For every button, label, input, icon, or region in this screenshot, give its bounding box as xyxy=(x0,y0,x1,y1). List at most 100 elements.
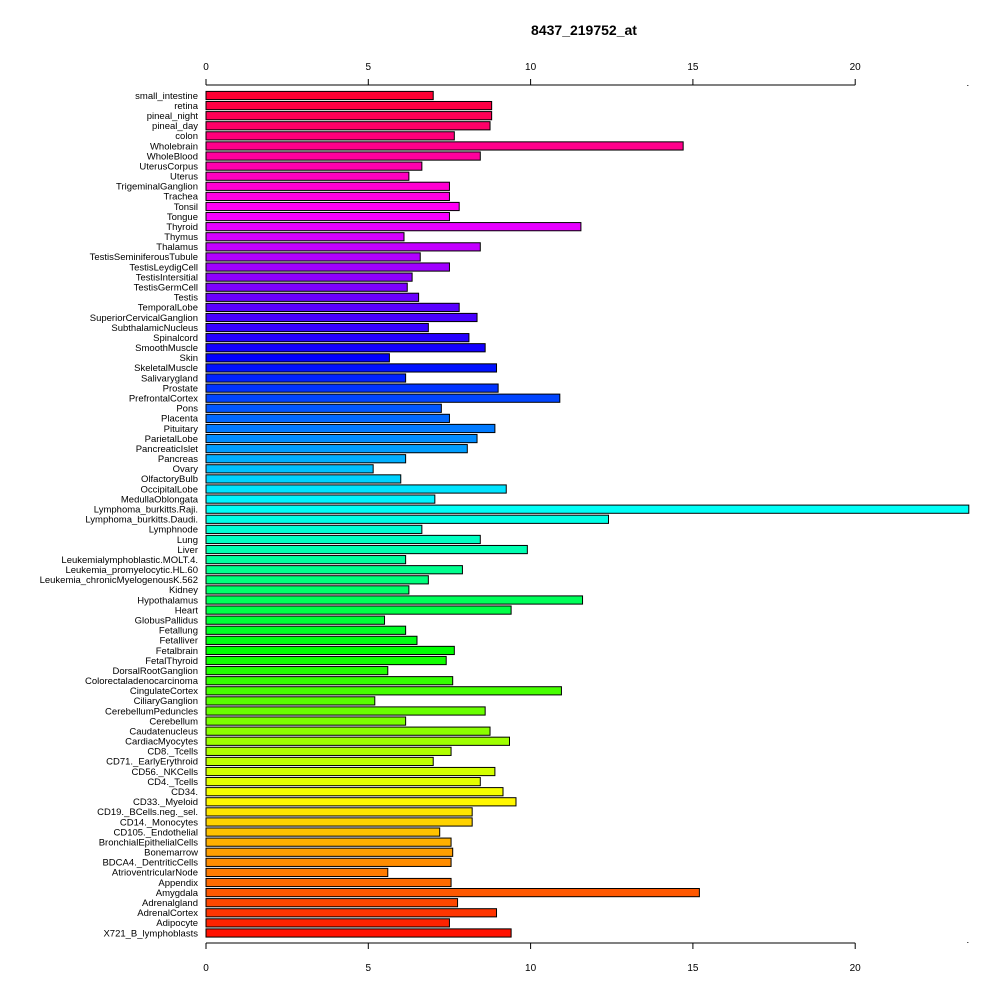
category-label-6: WholeBlood xyxy=(147,151,198,162)
bar-61 xyxy=(205,706,486,716)
category-label-4: colon xyxy=(175,131,198,142)
category-label-21: TemporalLobe xyxy=(138,303,198,314)
bar-25 xyxy=(205,343,486,353)
category-label-58: Colorectaladenocarcinoma xyxy=(85,676,199,687)
top-axis: 0 5 10 15 20 xyxy=(203,62,969,86)
bar-5 xyxy=(205,141,684,151)
bar-42 xyxy=(205,514,609,524)
bar-53 xyxy=(205,625,407,635)
category-label-61: CerebellumPeduncles xyxy=(105,706,198,717)
bar-44 xyxy=(205,534,481,545)
category-label-72: CD14._Monocytes xyxy=(120,817,198,828)
bar-39 xyxy=(205,484,507,494)
bar-22 xyxy=(205,312,478,323)
category-label-2: pineal_night xyxy=(147,111,199,122)
bar-16 xyxy=(205,252,421,262)
category-label-59: CingulateCortex xyxy=(130,686,198,697)
bar-27 xyxy=(205,363,498,373)
category-label-22: SuperiorCervicalGanglion xyxy=(90,313,198,324)
bar-55 xyxy=(205,645,455,656)
bar-6 xyxy=(205,151,481,161)
category-label-80: Adrenalgland xyxy=(142,898,198,909)
bar-58 xyxy=(205,676,454,686)
bar-41 xyxy=(205,504,970,514)
bar-14 xyxy=(205,232,405,242)
category-label-14: Thymus xyxy=(164,232,198,243)
bar-73 xyxy=(205,827,441,837)
bar-54 xyxy=(205,635,418,645)
category-label-23: SubthalamicNucleus xyxy=(111,323,198,334)
bar-46 xyxy=(205,555,407,565)
category-label-78: Appendix xyxy=(158,878,198,889)
bar-63 xyxy=(205,726,491,736)
category-label-18: TestisIntersitial xyxy=(136,272,198,283)
category-label-12: Tongue xyxy=(167,212,198,223)
bar-64 xyxy=(205,736,510,746)
bar-34 xyxy=(205,433,478,444)
category-label-33: Pituitary xyxy=(164,424,199,435)
bar-82 xyxy=(205,918,450,928)
category-labels: small_intestineretinapineal_nightpineal_… xyxy=(40,91,199,939)
tick-label-5: 5 xyxy=(366,62,372,73)
category-label-26: Skin xyxy=(180,353,198,364)
category-label-54: Fetalliver xyxy=(159,636,198,647)
category-label-45: Liver xyxy=(177,545,198,556)
bar-12 xyxy=(205,211,450,222)
category-label-31: Pons xyxy=(176,404,198,415)
bar-47 xyxy=(205,565,463,575)
category-label-15: Thalamus xyxy=(156,242,198,253)
bar-23 xyxy=(205,322,429,333)
category-label-42: Lymphoma_burkitts.Daudi. xyxy=(85,515,198,526)
category-label-11: Tonsil xyxy=(174,202,198,213)
category-label-56: FetalThyroid xyxy=(145,656,198,667)
category-label-7: UterusCorpus xyxy=(139,161,198,172)
category-label-70: CD33._Myeloid xyxy=(133,797,198,808)
bar-11 xyxy=(205,201,460,212)
bar-37 xyxy=(205,464,374,474)
category-label-10: Trachea xyxy=(164,192,199,203)
bar-65 xyxy=(205,746,452,756)
category-label-36: Pancreas xyxy=(158,454,198,465)
bar-21 xyxy=(205,302,460,312)
tick-label-20: 20 xyxy=(850,62,862,73)
category-label-19: TestisGermCell xyxy=(134,283,198,294)
bar-4 xyxy=(205,131,455,141)
tick-label-10: 10 xyxy=(525,963,537,974)
category-label-13: Thyroid xyxy=(166,222,198,233)
category-label-9: TrigeminalGanglion xyxy=(116,182,198,193)
category-label-55: Fetalbrain xyxy=(156,646,198,657)
category-label-74: BronchialEpithelialCells xyxy=(99,837,199,848)
category-label-63: Caudatenucleus xyxy=(129,726,198,737)
chart-title: 8437_219752_at xyxy=(531,22,637,38)
tick-label-5: 5 xyxy=(366,963,372,974)
bar-7 xyxy=(205,161,423,171)
bar-59 xyxy=(205,686,562,696)
bar-48 xyxy=(205,575,429,585)
category-label-77: AtrioventricularNode xyxy=(112,868,198,879)
tick-label-0: 0 xyxy=(203,963,209,974)
bar-76 xyxy=(205,857,452,867)
bar-9 xyxy=(205,181,450,191)
category-label-30: PrefrontalCortex xyxy=(129,394,198,405)
category-label-37: Ovary xyxy=(173,464,199,475)
category-label-73: CD105._Endothelial xyxy=(113,827,198,838)
bar-67 xyxy=(205,766,496,777)
category-label-68: CD4._Tcells xyxy=(147,777,198,788)
bar-69 xyxy=(205,787,504,797)
category-label-17: TestisLeydigCell xyxy=(129,262,198,273)
category-label-53: Fetallung xyxy=(159,626,198,637)
bar-40 xyxy=(205,494,436,504)
category-label-41: Lymphoma_burkitts.Raji. xyxy=(94,504,198,515)
tick-label-0: 0 xyxy=(203,62,209,73)
category-label-3: pineal_day xyxy=(152,121,198,132)
category-label-52: GlobusPallidus xyxy=(135,615,199,626)
bar-81 xyxy=(205,908,498,918)
category-label-62: Cerebellum xyxy=(149,716,198,727)
category-label-65: CD8._Tcells xyxy=(147,747,198,758)
category-label-79: Amygdala xyxy=(156,888,199,899)
bar-62 xyxy=(205,716,407,726)
tick-label-15: 15 xyxy=(687,963,699,974)
category-label-81: AdrenalCortex xyxy=(137,908,198,919)
bar-18 xyxy=(205,272,413,282)
bottom-axis: 0 5 10 15 20 xyxy=(203,942,969,974)
